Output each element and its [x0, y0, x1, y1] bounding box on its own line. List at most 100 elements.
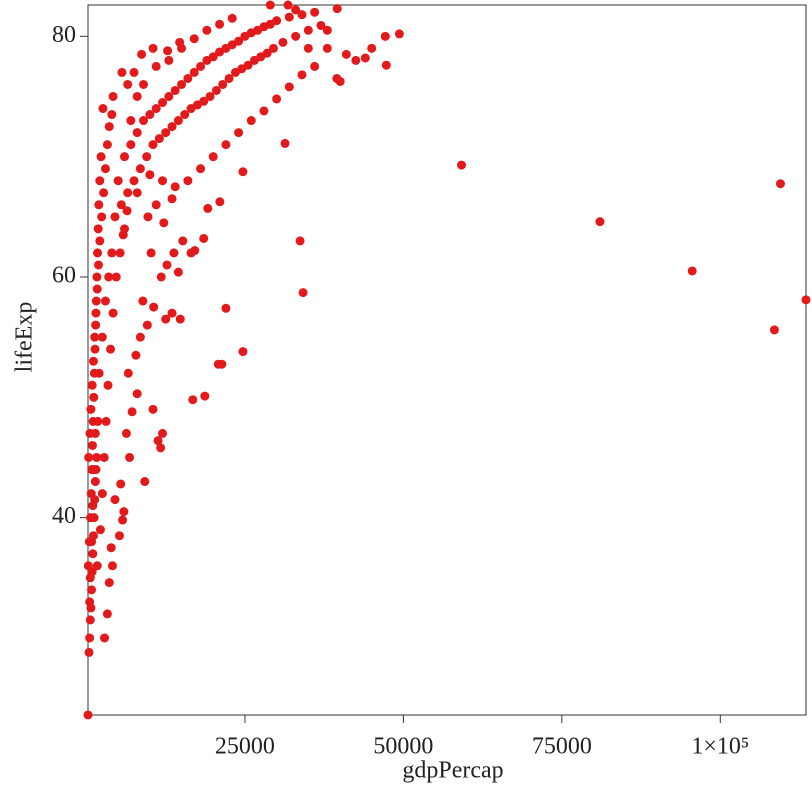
point: [215, 19, 225, 29]
point: [161, 314, 171, 324]
point: [297, 70, 307, 80]
point: [316, 20, 326, 30]
point: [145, 110, 155, 120]
point: [173, 267, 183, 277]
point: [83, 561, 93, 571]
point: [107, 561, 117, 571]
point: [104, 272, 114, 282]
point: [116, 200, 126, 210]
point: [189, 34, 199, 44]
point: [90, 332, 100, 342]
x-tick-label: 75000: [532, 734, 592, 760]
point: [115, 248, 125, 258]
point: [95, 236, 105, 246]
point: [173, 116, 183, 126]
point: [132, 188, 142, 198]
point: [132, 91, 142, 101]
point: [92, 452, 102, 462]
point: [146, 248, 156, 258]
point: [98, 104, 108, 114]
point: [238, 167, 248, 177]
point: [190, 246, 200, 256]
point: [161, 128, 171, 138]
point: [129, 67, 139, 77]
point: [97, 332, 107, 342]
point: [227, 13, 237, 23]
point: [106, 543, 116, 553]
point: [88, 549, 98, 559]
point: [85, 573, 95, 583]
point: [272, 16, 282, 26]
point: [84, 452, 94, 462]
point: [213, 359, 223, 369]
point: [95, 525, 105, 535]
point: [91, 320, 101, 330]
point: [156, 443, 166, 453]
point: [93, 224, 103, 234]
point: [164, 91, 174, 101]
point: [91, 296, 101, 306]
point: [119, 507, 129, 517]
point: [341, 49, 351, 59]
point: [125, 452, 135, 462]
point: [90, 428, 100, 438]
point: [163, 46, 173, 56]
point: [95, 176, 105, 186]
point: [153, 436, 163, 446]
point: [135, 332, 145, 342]
point: [202, 25, 212, 35]
point: [86, 513, 96, 523]
point: [360, 53, 370, 63]
point: [97, 489, 107, 499]
point: [86, 489, 96, 499]
point: [221, 303, 231, 313]
point: [164, 55, 174, 65]
point: [170, 182, 180, 192]
point: [151, 200, 161, 210]
point: [284, 82, 294, 92]
point: [303, 25, 313, 35]
point: [272, 94, 282, 104]
point: [159, 218, 169, 228]
point: [775, 179, 785, 189]
point: [280, 138, 290, 148]
point: [295, 236, 305, 246]
point: [114, 531, 124, 541]
point: [94, 200, 104, 210]
point: [259, 106, 269, 116]
point: [322, 25, 332, 35]
point: [142, 152, 152, 162]
point: [332, 4, 342, 14]
point: [162, 260, 172, 270]
point: [83, 710, 93, 720]
point: [268, 43, 278, 53]
point: [131, 350, 141, 360]
point: [116, 479, 126, 489]
point: [262, 48, 272, 58]
point: [199, 233, 209, 243]
point: [84, 647, 94, 657]
point: [381, 60, 391, 70]
point: [132, 389, 142, 399]
point: [123, 79, 133, 89]
point: [175, 314, 185, 324]
point: [102, 140, 112, 150]
point: [457, 160, 467, 170]
point: [291, 31, 301, 41]
point: [126, 140, 136, 150]
y-tick-label: 40: [52, 503, 76, 529]
point: [687, 266, 697, 276]
point: [121, 428, 131, 438]
point: [188, 395, 198, 405]
point: [218, 79, 228, 89]
point: [178, 236, 188, 246]
point: [297, 10, 307, 20]
point: [129, 176, 139, 186]
point: [90, 344, 100, 354]
point: [148, 140, 158, 150]
point: [335, 76, 345, 86]
point: [132, 128, 142, 138]
point: [87, 380, 97, 390]
point: [303, 43, 313, 53]
point: [158, 98, 168, 108]
